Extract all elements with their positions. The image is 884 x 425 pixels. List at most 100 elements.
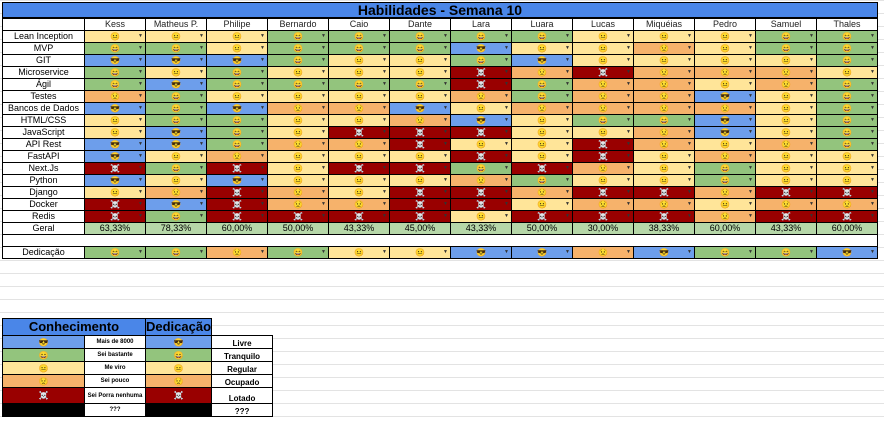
skill-level-dropdown[interactable]: 😎 ▼: [84, 54, 146, 67]
dropdown-arrow-icon[interactable]: ▼: [687, 81, 692, 87]
skill-level-dropdown[interactable]: 😐 ▼: [633, 54, 695, 67]
skill-level-dropdown[interactable]: 😟 ▼: [511, 66, 573, 79]
dropdown-arrow-icon[interactable]: ▼: [443, 129, 448, 135]
dropdown-arrow-icon[interactable]: ▼: [565, 165, 570, 171]
skill-level-dropdown[interactable]: ☠️ ▼: [450, 78, 512, 91]
skill-level-dropdown[interactable]: 😄 ▼: [816, 102, 878, 115]
dropdown-arrow-icon[interactable]: ▼: [626, 105, 631, 111]
skill-level-dropdown[interactable]: ☠️ ▼: [389, 162, 451, 175]
skill-level-dropdown[interactable]: 😄 ▼: [206, 138, 268, 151]
dropdown-arrow-icon[interactable]: ▼: [870, 189, 875, 195]
dropdown-arrow-icon[interactable]: ▼: [687, 45, 692, 51]
dropdown-arrow-icon[interactable]: ▼: [748, 105, 753, 111]
dropdown-arrow-icon[interactable]: ▼: [748, 141, 753, 147]
skill-level-dropdown[interactable]: 😎 ▼: [145, 126, 207, 139]
dropdown-arrow-icon[interactable]: ▼: [321, 189, 326, 195]
dropdown-arrow-icon[interactable]: ▼: [199, 165, 204, 171]
dropdown-arrow-icon[interactable]: ▼: [260, 33, 265, 39]
skill-level-dropdown[interactable]: 😎 ▼: [694, 126, 756, 139]
dropdown-arrow-icon[interactable]: ▼: [321, 81, 326, 87]
dropdown-arrow-icon[interactable]: ▼: [626, 69, 631, 75]
dropdown-arrow-icon[interactable]: ▼: [809, 69, 814, 75]
skill-level-dropdown[interactable]: 😐 ▼: [145, 150, 207, 163]
dropdown-arrow-icon[interactable]: ▼: [504, 165, 509, 171]
skill-level-dropdown[interactable]: ☠️ ▼: [755, 186, 817, 199]
dropdown-arrow-icon[interactable]: ▼: [199, 117, 204, 123]
dropdown-arrow-icon[interactable]: ▼: [504, 45, 509, 51]
skill-level-dropdown[interactable]: 😄 ▼: [206, 114, 268, 127]
dropdown-arrow-icon[interactable]: ▼: [260, 57, 265, 63]
skill-level-dropdown[interactable]: 😐 ▼: [84, 126, 146, 139]
dropdown-arrow-icon[interactable]: ▼: [138, 249, 143, 255]
skill-level-dropdown[interactable]: 😟 ▼: [633, 42, 695, 55]
skill-level-dropdown[interactable]: 😄 ▼: [511, 174, 573, 187]
skill-level-dropdown[interactable]: 😐 ▼: [816, 150, 878, 163]
dropdown-arrow-icon[interactable]: ▼: [687, 141, 692, 147]
dropdown-arrow-icon[interactable]: ▼: [443, 93, 448, 99]
skill-level-dropdown[interactable]: 😐 ▼: [145, 30, 207, 43]
skill-level-dropdown[interactable]: 😐 ▼: [572, 30, 634, 43]
dropdown-arrow-icon[interactable]: ▼: [504, 33, 509, 39]
dropdown-arrow-icon[interactable]: ▼: [809, 153, 814, 159]
skill-level-dropdown[interactable]: 😐 ▼: [572, 126, 634, 139]
skill-level-dropdown[interactable]: 😄 ▼: [389, 42, 451, 55]
skill-level-dropdown[interactable]: 😟 ▼: [755, 138, 817, 151]
skill-level-dropdown[interactable]: ☠️ ▼: [511, 210, 573, 223]
dropdown-arrow-icon[interactable]: ▼: [199, 177, 204, 183]
dropdown-arrow-icon[interactable]: ▼: [626, 249, 631, 255]
skill-level-dropdown[interactable]: 😄 ▼: [145, 162, 207, 175]
dedicacao-dropdown[interactable]: 😎 ▼: [633, 246, 695, 259]
dropdown-arrow-icon[interactable]: ▼: [138, 57, 143, 63]
skill-level-dropdown[interactable]: 😄 ▼: [816, 30, 878, 43]
skill-level-dropdown[interactable]: 😐 ▼: [328, 66, 390, 79]
dropdown-arrow-icon[interactable]: ▼: [626, 189, 631, 195]
dropdown-arrow-icon[interactable]: ▼: [687, 105, 692, 111]
dedicacao-dropdown[interactable]: 😎 ▼: [816, 246, 878, 259]
skill-level-dropdown[interactable]: ☠️ ▼: [572, 138, 634, 151]
skill-level-dropdown[interactable]: 😐 ▼: [755, 102, 817, 115]
dropdown-arrow-icon[interactable]: ▼: [748, 93, 753, 99]
dropdown-arrow-icon[interactable]: ▼: [565, 93, 570, 99]
skill-level-dropdown[interactable]: 😟 ▼: [633, 102, 695, 115]
skill-level-dropdown[interactable]: 😐 ▼: [328, 54, 390, 67]
dropdown-arrow-icon[interactable]: ▼: [870, 81, 875, 87]
skill-level-dropdown[interactable]: ☠️ ▼: [328, 162, 390, 175]
dropdown-arrow-icon[interactable]: ▼: [260, 165, 265, 171]
dropdown-arrow-icon[interactable]: ▼: [138, 93, 143, 99]
skill-level-dropdown[interactable]: 😟 ▼: [694, 186, 756, 199]
dropdown-arrow-icon[interactable]: ▼: [626, 129, 631, 135]
dropdown-arrow-icon[interactable]: ▼: [443, 249, 448, 255]
skill-level-dropdown[interactable]: ☠️ ▼: [389, 138, 451, 151]
skill-level-dropdown[interactable]: 😟 ▼: [694, 150, 756, 163]
dropdown-arrow-icon[interactable]: ▼: [870, 69, 875, 75]
dropdown-arrow-icon[interactable]: ▼: [321, 105, 326, 111]
dropdown-arrow-icon[interactable]: ▼: [626, 57, 631, 63]
skill-level-dropdown[interactable]: 😎 ▼: [84, 174, 146, 187]
dropdown-arrow-icon[interactable]: ▼: [382, 105, 387, 111]
dropdown-arrow-icon[interactable]: ▼: [504, 141, 509, 147]
dropdown-arrow-icon[interactable]: ▼: [687, 117, 692, 123]
skill-level-dropdown[interactable]: 😐 ▼: [511, 138, 573, 151]
dropdown-arrow-icon[interactable]: ▼: [382, 117, 387, 123]
dropdown-arrow-icon[interactable]: ▼: [138, 129, 143, 135]
skill-level-dropdown[interactable]: 😟 ▼: [267, 186, 329, 199]
dropdown-arrow-icon[interactable]: ▼: [504, 153, 509, 159]
dropdown-arrow-icon[interactable]: ▼: [443, 105, 448, 111]
skill-level-dropdown[interactable]: ☠️ ▼: [328, 210, 390, 223]
dropdown-arrow-icon[interactable]: ▼: [565, 57, 570, 63]
skill-level-dropdown[interactable]: 😐 ▼: [511, 198, 573, 211]
dropdown-arrow-icon[interactable]: ▼: [382, 249, 387, 255]
dropdown-arrow-icon[interactable]: ▼: [626, 141, 631, 147]
dropdown-arrow-icon[interactable]: ▼: [199, 153, 204, 159]
dropdown-arrow-icon[interactable]: ▼: [138, 201, 143, 207]
dropdown-arrow-icon[interactable]: ▼: [199, 213, 204, 219]
skill-level-dropdown[interactable]: 😟 ▼: [572, 78, 634, 91]
dropdown-arrow-icon[interactable]: ▼: [443, 165, 448, 171]
skill-level-dropdown[interactable]: 😄 ▼: [816, 126, 878, 139]
dropdown-arrow-icon[interactable]: ▼: [504, 93, 509, 99]
dropdown-arrow-icon[interactable]: ▼: [199, 249, 204, 255]
dropdown-arrow-icon[interactable]: ▼: [443, 201, 448, 207]
dropdown-arrow-icon[interactable]: ▼: [443, 189, 448, 195]
dropdown-arrow-icon[interactable]: ▼: [870, 93, 875, 99]
skill-level-dropdown[interactable]: 😐 ▼: [633, 150, 695, 163]
